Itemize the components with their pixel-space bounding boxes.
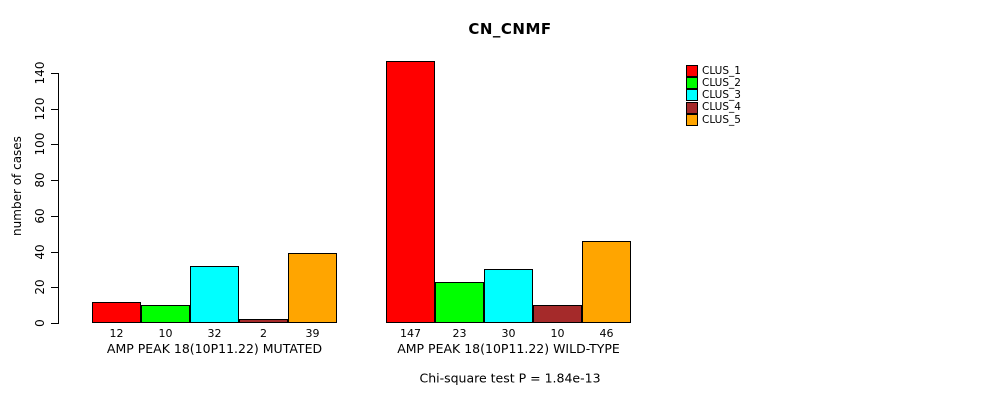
bar-clus_4 bbox=[533, 305, 582, 323]
legend-color-swatch bbox=[686, 101, 698, 114]
group-label: AMP PEAK 18(10P11.22) MUTATED bbox=[106, 341, 323, 356]
y-axis-tick bbox=[51, 323, 58, 324]
chart-title: CN_CNMF bbox=[468, 20, 552, 38]
bar-clus_1 bbox=[386, 60, 435, 323]
y-axis-tick bbox=[51, 180, 58, 182]
bar-value-label: 39 bbox=[305, 327, 320, 340]
y-axis-tick bbox=[51, 144, 58, 146]
legend-color-swatch bbox=[686, 89, 698, 102]
chi-square-annotation: Chi-square test P = 1.84e-13 bbox=[419, 370, 601, 386]
y-axis-tick bbox=[51, 108, 58, 110]
legend-item: CLUS_4 bbox=[686, 101, 741, 114]
legend-color-swatch bbox=[686, 65, 698, 78]
y-tick-label: 100 bbox=[33, 132, 47, 156]
legend-label: CLUS_2 bbox=[702, 77, 741, 90]
y-tick-label: 140 bbox=[33, 61, 47, 85]
bar-clus_5 bbox=[582, 240, 631, 323]
legend-color-swatch bbox=[686, 113, 698, 126]
bar-value-label: 32 bbox=[207, 327, 222, 340]
bar-clus_4 bbox=[239, 319, 288, 323]
y-tick-label: 0 bbox=[33, 319, 47, 327]
y-tick-label: 120 bbox=[33, 97, 47, 121]
y-axis-tick bbox=[51, 215, 58, 217]
bar-clus_5 bbox=[288, 253, 337, 323]
group-label: AMP PEAK 18(10P11.22) WILD-TYPE bbox=[397, 341, 620, 356]
y-axis-tick bbox=[51, 287, 58, 289]
bar-value-label: 10 bbox=[550, 327, 565, 340]
y-tick-label: 60 bbox=[33, 208, 47, 224]
legend-item: CLUS_5 bbox=[686, 113, 741, 126]
legend-item: CLUS_2 bbox=[686, 77, 741, 90]
bar-value-label: 2 bbox=[260, 327, 267, 340]
bar-clus_2 bbox=[141, 305, 190, 323]
bar-clus_3 bbox=[190, 265, 239, 323]
y-axis-tick bbox=[51, 251, 58, 253]
bar-value-label: 10 bbox=[158, 327, 173, 340]
legend-color-swatch bbox=[686, 77, 698, 90]
y-axis-line bbox=[58, 73, 59, 324]
bar-clus_1 bbox=[92, 301, 141, 323]
legend-item: CLUS_3 bbox=[686, 89, 741, 102]
bar-value-label: 23 bbox=[452, 327, 467, 340]
legend: CLUS_1 CLUS_2 CLUS_3 CLUS_4 CLUS_5 bbox=[686, 65, 741, 126]
y-tick-label: 40 bbox=[33, 243, 47, 260]
bar-value-label: 46 bbox=[599, 327, 614, 340]
bar-value-label: 30 bbox=[501, 327, 516, 340]
y-tick-label: 20 bbox=[33, 279, 47, 295]
y-tick-label: 80 bbox=[33, 172, 47, 188]
bar-clus_2 bbox=[435, 281, 484, 323]
legend-item: CLUS_1 bbox=[686, 64, 741, 78]
bar-value-label: 147 bbox=[400, 327, 421, 340]
legend-label: CLUS_1 bbox=[702, 64, 741, 77]
legend-label: CLUS_4 bbox=[702, 101, 741, 114]
bar-value-label: 12 bbox=[109, 327, 124, 340]
legend-label: CLUS_3 bbox=[702, 89, 741, 102]
bar-clus_3 bbox=[484, 269, 533, 323]
legend-label: CLUS_5 bbox=[702, 113, 741, 126]
y-axis-tick bbox=[51, 73, 58, 74]
